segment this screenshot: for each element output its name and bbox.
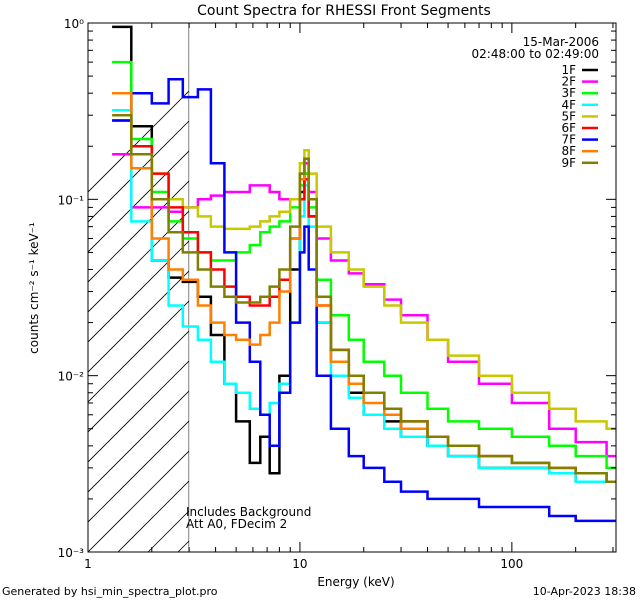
- legend-label-1F: 1F: [561, 63, 576, 77]
- legend-label-4F: 4F: [561, 98, 576, 112]
- series-layer: [112, 25, 616, 523]
- series-line-5F: [112, 91, 616, 430]
- date-label: 15-Mar-2006: [523, 35, 599, 49]
- legend-label-5F: 5F: [561, 109, 576, 123]
- y-tick-label: 10⁻²: [58, 370, 85, 384]
- series-line-7F: [112, 77, 616, 523]
- hatched-region: [88, 0, 640, 552]
- legend-label-3F: 3F: [561, 86, 576, 100]
- legend-label-8F: 8F: [561, 144, 576, 158]
- y-tick-label: 10⁰: [64, 17, 84, 31]
- time-range-label: 02:48:00 to 02:49:00: [472, 47, 599, 61]
- annotation-attenuator: Att A0, FDecim 2: [186, 517, 287, 531]
- axis-ticks: [87, 22, 616, 553]
- plot-frame: [87, 22, 617, 553]
- x-tick-label: 10: [292, 557, 307, 571]
- y-tick-label: 10⁻³: [58, 546, 85, 560]
- generated-by: Generated by hsi_min_spectra_plot.pro: [2, 585, 218, 598]
- tick-labels: 1 10 100 10⁰ 10⁻¹ 10⁻² 10⁻³: [58, 17, 524, 571]
- x-tick-label: 100: [500, 557, 523, 571]
- chart-title: Count Spectra for RHESSI Front Segments: [197, 3, 491, 19]
- y-tick-label: 10⁻¹: [58, 193, 85, 207]
- legend-label-2F: 2F: [561, 75, 576, 89]
- legend-label-7F: 7F: [561, 133, 576, 147]
- x-axis-label: Energy (keV): [317, 575, 394, 589]
- series-line-9F: [112, 113, 616, 484]
- x-tick-label: 1: [84, 557, 92, 571]
- legend-label-9F: 9F: [561, 156, 576, 170]
- y-axis-label: counts cm⁻² s⁻¹ keV⁻¹: [27, 222, 41, 354]
- annotation-background: Includes Background: [186, 505, 311, 519]
- series-line-4F: [112, 109, 616, 484]
- hatch-line: [628, 0, 640, 552]
- legend-label-6F: 6F: [561, 121, 576, 135]
- footer-timestamp: 10-Apr-2023 18:38: [532, 585, 636, 598]
